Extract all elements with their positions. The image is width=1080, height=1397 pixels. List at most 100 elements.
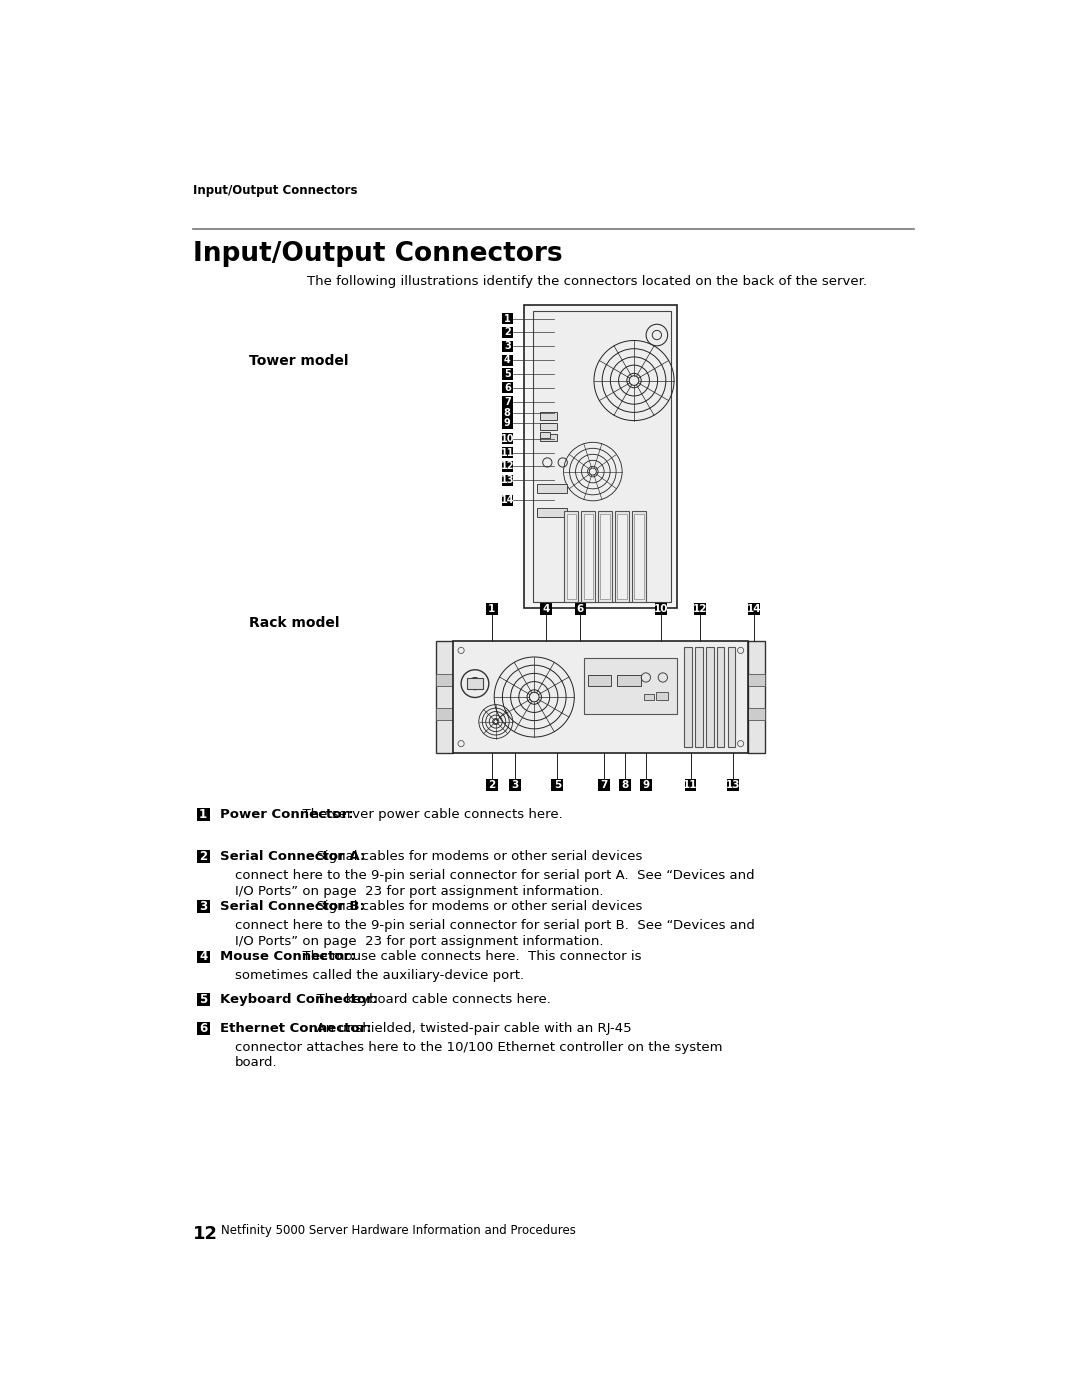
Text: Signal cables for modems or other serial devices: Signal cables for modems or other serial… — [308, 851, 643, 863]
Text: 2: 2 — [199, 851, 207, 863]
Text: 2: 2 — [504, 327, 511, 338]
Text: Mouse Connector:: Mouse Connector: — [220, 950, 355, 964]
Bar — [748, 641, 766, 753]
Bar — [540, 433, 556, 441]
Text: 9: 9 — [504, 418, 511, 429]
FancyBboxPatch shape — [502, 418, 513, 429]
FancyBboxPatch shape — [197, 901, 210, 914]
Bar — [598, 511, 612, 602]
Text: 11: 11 — [684, 780, 698, 791]
Text: 1: 1 — [488, 604, 496, 613]
Text: 5: 5 — [554, 780, 561, 791]
FancyBboxPatch shape — [502, 341, 513, 352]
Text: 5: 5 — [199, 993, 207, 1006]
Text: Signal cables for modems or other serial devices: Signal cables for modems or other serial… — [308, 900, 643, 914]
Text: 12: 12 — [193, 1225, 218, 1243]
Text: 4: 4 — [542, 604, 550, 613]
Text: 7: 7 — [600, 780, 608, 791]
FancyBboxPatch shape — [502, 369, 513, 380]
Text: 12: 12 — [692, 604, 707, 613]
Text: The server power cable connects here.: The server power cable connects here. — [294, 807, 563, 821]
FancyBboxPatch shape — [502, 475, 513, 486]
Bar — [436, 675, 454, 686]
FancyBboxPatch shape — [502, 397, 513, 408]
Bar — [436, 708, 454, 719]
Text: 13: 13 — [500, 475, 514, 485]
Bar — [656, 692, 669, 700]
Bar — [706, 647, 714, 746]
Text: Tower model: Tower model — [249, 353, 349, 367]
Text: 1: 1 — [199, 807, 207, 821]
FancyBboxPatch shape — [552, 780, 564, 791]
Text: I/O Ports” on page  23 for port assignment information.: I/O Ports” on page 23 for port assignmen… — [234, 935, 604, 947]
Text: The keyboard cable connects here.: The keyboard cable connects here. — [308, 993, 551, 1006]
Text: An unshielded, twisted-pair cable with an RJ-45: An unshielded, twisted-pair cable with a… — [308, 1023, 632, 1035]
Text: Netfinity 5000 Server Hardware Information and Procedures: Netfinity 5000 Server Hardware Informati… — [220, 1224, 576, 1238]
FancyBboxPatch shape — [598, 780, 610, 791]
FancyBboxPatch shape — [747, 604, 759, 615]
Text: 3: 3 — [504, 341, 511, 351]
Bar — [524, 305, 677, 608]
Bar — [685, 647, 692, 746]
FancyBboxPatch shape — [502, 407, 513, 418]
Text: connect here to the 9-pin serial connector for serial port B.  See “Devices and: connect here to the 9-pin serial connect… — [234, 919, 755, 932]
Bar — [589, 675, 611, 686]
Text: Input/Output Connectors: Input/Output Connectors — [193, 184, 357, 197]
FancyBboxPatch shape — [197, 993, 210, 1006]
Text: 9: 9 — [643, 780, 649, 791]
FancyBboxPatch shape — [486, 604, 498, 615]
FancyBboxPatch shape — [540, 604, 552, 615]
Bar — [618, 514, 626, 599]
Text: 3: 3 — [511, 780, 518, 791]
Text: 13: 13 — [726, 780, 740, 791]
Bar — [538, 509, 567, 517]
Bar — [540, 412, 556, 419]
Bar — [564, 511, 578, 602]
Bar — [581, 511, 595, 602]
Text: 10: 10 — [654, 604, 669, 613]
Text: Ethernet Connector:: Ethernet Connector: — [220, 1023, 372, 1035]
Text: 1: 1 — [504, 313, 511, 324]
Text: Keyboard Connector:: Keyboard Connector: — [220, 993, 378, 1006]
FancyBboxPatch shape — [502, 355, 513, 366]
Text: 14: 14 — [500, 496, 514, 506]
FancyBboxPatch shape — [197, 1023, 210, 1035]
Text: Power Connector:: Power Connector: — [220, 807, 353, 821]
Text: 8: 8 — [621, 780, 629, 791]
Bar — [645, 694, 653, 700]
Bar — [634, 514, 644, 599]
Text: sometimes called the auxiliary-device port.: sometimes called the auxiliary-device po… — [234, 970, 524, 982]
Text: 2: 2 — [488, 780, 496, 791]
Text: Input/Output Connectors: Input/Output Connectors — [193, 240, 563, 267]
FancyBboxPatch shape — [502, 313, 513, 324]
FancyBboxPatch shape — [502, 461, 513, 472]
FancyBboxPatch shape — [502, 383, 513, 394]
FancyBboxPatch shape — [640, 780, 652, 791]
FancyBboxPatch shape — [619, 780, 631, 791]
Text: connect here to the 9-pin serial connector for serial port A.  See “Devices and: connect here to the 9-pin serial connect… — [234, 869, 754, 882]
Text: 4: 4 — [199, 950, 207, 964]
FancyBboxPatch shape — [509, 780, 521, 791]
FancyBboxPatch shape — [575, 604, 586, 615]
Text: 6: 6 — [504, 383, 511, 393]
Text: 4: 4 — [504, 355, 511, 365]
Bar — [600, 514, 610, 599]
Bar — [540, 432, 551, 439]
Bar — [436, 641, 454, 753]
Text: 10: 10 — [500, 433, 514, 444]
Bar — [540, 423, 556, 430]
FancyBboxPatch shape — [486, 780, 498, 791]
Bar — [717, 647, 725, 746]
FancyBboxPatch shape — [197, 851, 210, 863]
Bar — [567, 514, 576, 599]
FancyBboxPatch shape — [197, 807, 210, 821]
Text: 3: 3 — [199, 900, 207, 914]
Text: 14: 14 — [746, 604, 761, 613]
FancyBboxPatch shape — [502, 495, 513, 506]
FancyBboxPatch shape — [197, 950, 210, 964]
Text: Serial Connector B:: Serial Connector B: — [220, 900, 365, 914]
Text: 12: 12 — [500, 461, 514, 471]
Text: connector attaches here to the 10/100 Ethernet controller on the system: connector attaches here to the 10/100 Et… — [234, 1041, 723, 1053]
Text: The mouse cable connects here.  This connector is: The mouse cable connects here. This conn… — [294, 950, 642, 964]
Text: 5: 5 — [504, 369, 511, 379]
